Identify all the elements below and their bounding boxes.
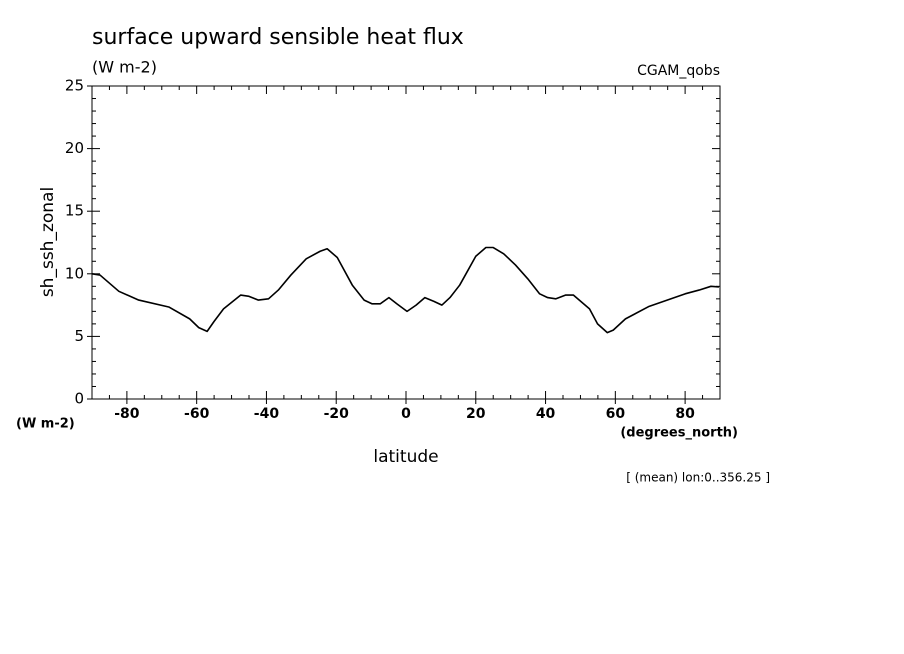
x-tick-label: 80 xyxy=(675,406,695,422)
subtitle: (W m-2) xyxy=(92,58,157,77)
footnote: [ (mean) lon:0..356.25 ] xyxy=(626,471,770,485)
chart-title: surface upward sensible heat flux xyxy=(92,25,464,50)
x-tick-label: 0 xyxy=(401,406,411,422)
x-tick-label: 20 xyxy=(466,406,486,422)
y-tick-label: 25 xyxy=(65,77,84,95)
x-tick-label: -40 xyxy=(254,406,280,422)
x-tick-label: -20 xyxy=(324,406,350,422)
dataset-label: CGAM_qobs xyxy=(637,63,720,79)
y-axis-label: sh_ssh_zonal xyxy=(38,187,58,297)
plot-frame xyxy=(91,85,721,400)
y-units: (W m-2) xyxy=(16,417,75,432)
x-tick-label: 40 xyxy=(536,406,556,422)
y-tick-label: 0 xyxy=(74,390,84,408)
x-axis-label: latitude xyxy=(373,447,438,467)
y-tick-label: 20 xyxy=(65,139,84,157)
x-tick-label: 60 xyxy=(606,406,626,422)
x-tick-label: -60 xyxy=(184,406,210,422)
x-units: (degrees_north) xyxy=(620,426,738,441)
y-tick-label: 15 xyxy=(65,202,84,220)
data-line xyxy=(91,246,720,334)
y-tick-label: 5 xyxy=(74,327,84,345)
y-tick-label: 10 xyxy=(65,264,84,282)
x-tick-label: -80 xyxy=(114,406,140,422)
